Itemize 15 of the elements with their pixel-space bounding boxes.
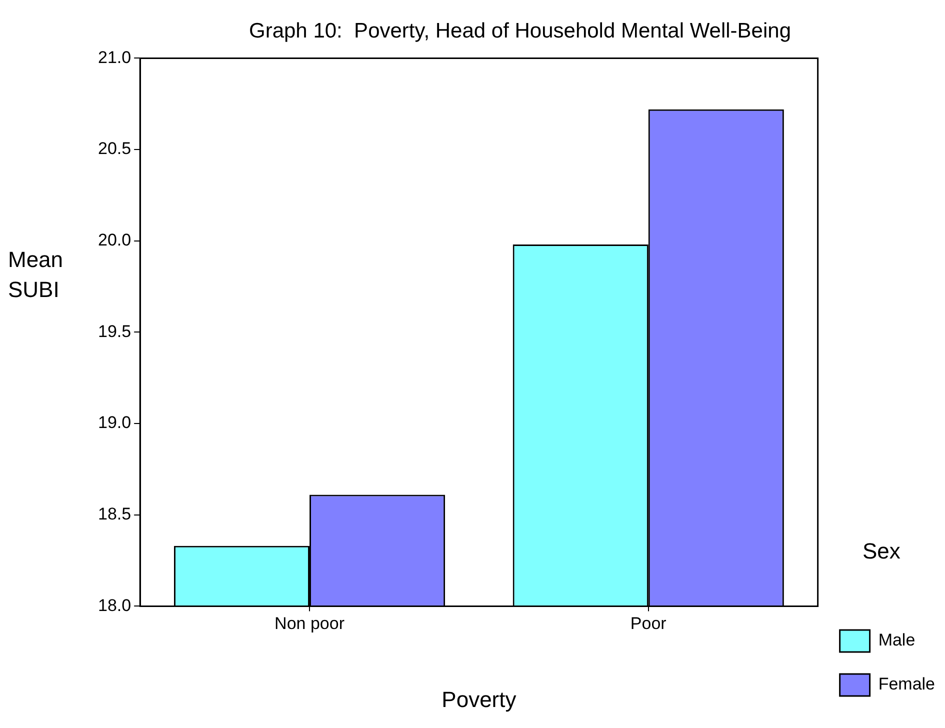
legend-title: Sex <box>862 538 900 564</box>
legend-label: Female <box>878 674 935 694</box>
x-axis-title: Poverty <box>442 686 516 712</box>
y-tick-label: 19.5 <box>98 322 132 341</box>
y-tick-label: 20.0 <box>98 230 132 250</box>
x-tick-label: Non poor <box>274 614 345 634</box>
y-tick-label: 19.0 <box>98 413 132 432</box>
legend-label: Male <box>878 630 916 650</box>
y-tick-label: 18.5 <box>98 504 132 524</box>
y-tick-label: 18.0 <box>98 596 132 615</box>
y-axis-title: Mean SUBI <box>8 246 64 304</box>
y-tick-label: 21.0 <box>98 48 132 67</box>
x-tick-label: Poor <box>630 614 667 634</box>
y-tick-label: 20.5 <box>98 139 132 158</box>
chart-title: Graph 10: Poverty, Head of Household Mental Well-Being <box>248 19 792 42</box>
